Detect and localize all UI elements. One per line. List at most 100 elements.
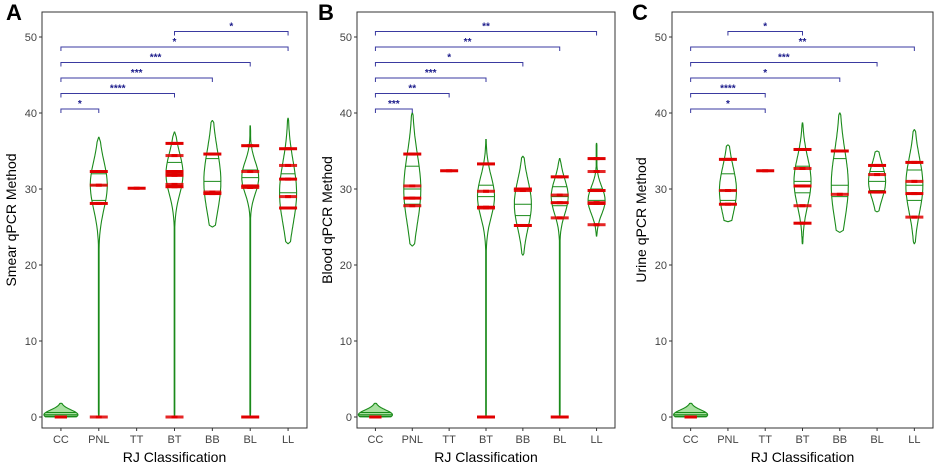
significance-label: *** [131, 68, 143, 79]
significance-label: * [763, 68, 767, 79]
significance-bracket [690, 46, 915, 51]
panel-label: C [632, 0, 648, 25]
data-point [403, 204, 422, 208]
panel-b: B 0 10 20 30 40 50 Blood qPCR Method CC PNL TT BT BB… [318, 0, 616, 465]
violin-bb [203, 120, 222, 228]
significance-label: ** [408, 84, 416, 95]
y-tick-label: 10 [655, 336, 667, 348]
significance-bracket [374, 62, 524, 67]
violin-bb [513, 155, 532, 256]
x-tick-label: TT [130, 434, 144, 446]
data-point [718, 189, 737, 193]
x-tick-label: BT [167, 434, 181, 446]
x-tick-label: BB [516, 434, 531, 446]
data-point [477, 415, 495, 419]
data-point [550, 415, 569, 419]
significance-label: * [78, 99, 82, 110]
significance-label: ** [464, 37, 472, 48]
data-point [587, 201, 606, 205]
data-point [868, 190, 887, 194]
violin-bt [476, 139, 496, 418]
y-tick-label: 40 [25, 108, 37, 120]
x-tick-label: PNL [717, 434, 738, 446]
data-point [279, 147, 298, 151]
significance-bracket [174, 31, 289, 36]
data-point [165, 171, 184, 175]
significance-bracket [374, 93, 450, 98]
panel-label: A [6, 0, 22, 25]
data-point [587, 170, 606, 174]
significance-label: *** [425, 68, 437, 79]
plot-frame [671, 11, 934, 429]
data-point [905, 179, 924, 183]
violin-pnl [718, 144, 737, 223]
data-point [587, 189, 606, 193]
significance-bracket [60, 93, 175, 98]
violin-ll [279, 117, 298, 245]
x-tick-label: TT [442, 434, 456, 446]
data-point [241, 170, 260, 174]
y-axis-title: Smear qPCR Method [3, 153, 19, 286]
x-tick-label: BB [832, 434, 847, 446]
data-point [279, 206, 298, 210]
significance-bracket [60, 62, 251, 67]
significance-label: ** [482, 22, 490, 33]
significance-label: *** [388, 99, 400, 110]
data-point [718, 202, 737, 206]
data-point [165, 415, 184, 419]
y-tick-label: 20 [655, 260, 667, 272]
data-point [89, 183, 108, 187]
data-point [830, 149, 849, 153]
data-point [54, 415, 67, 419]
data-point [868, 173, 887, 177]
significance-label: * [763, 22, 767, 33]
data-point [165, 185, 184, 189]
y-tick-label: 10 [340, 336, 352, 348]
significance-label: ** [799, 37, 807, 48]
panel-a: A 0 10 20 30 40 50 Smear qPCR Method CC PNL TT BT BB… [3, 0, 308, 465]
significance-label: **** [110, 84, 126, 95]
data-point [587, 157, 606, 161]
x-tick-label: CC [683, 434, 699, 446]
y-tick-label: 40 [340, 108, 352, 120]
x-tick-label: PNL [88, 434, 109, 446]
data-point [403, 152, 422, 156]
y-tick-label: 20 [340, 260, 352, 272]
y-tick-label: 30 [340, 184, 352, 196]
significance-bracket [690, 108, 766, 113]
data-point [89, 170, 108, 174]
data-point [165, 170, 184, 174]
data-point [403, 196, 422, 200]
x-tick-label: BB [205, 434, 220, 446]
data-point [279, 195, 298, 199]
data-point [793, 204, 812, 208]
significance-bracket [374, 77, 487, 82]
significance-bracket [60, 77, 213, 82]
data-point [241, 184, 260, 188]
significance-label: *** [150, 53, 162, 64]
violin-bt [793, 122, 812, 245]
significance-label: **** [720, 84, 736, 95]
violin-bl [550, 158, 569, 418]
data-point [279, 163, 298, 167]
x-tick-label: CC [367, 434, 383, 446]
y-tick-label: 10 [25, 336, 37, 348]
data-point [550, 201, 569, 205]
data-point [403, 184, 422, 188]
data-point [905, 215, 924, 219]
data-point [477, 189, 495, 193]
x-tick-label: BT [795, 434, 809, 446]
significance-label: * [447, 53, 451, 64]
data-point [513, 189, 532, 193]
significance-bracket [727, 31, 803, 36]
y-tick-label: 0 [31, 412, 37, 424]
data-point [756, 169, 775, 173]
data-point [369, 415, 382, 419]
y-tick-label: 30 [25, 184, 37, 196]
violin-bt [165, 131, 184, 418]
data-point [684, 415, 697, 419]
y-axis-title: Urine qPCR Method [633, 157, 649, 282]
data-point [868, 163, 887, 167]
significance-bracket [60, 46, 289, 51]
y-tick-label: 50 [340, 32, 352, 44]
